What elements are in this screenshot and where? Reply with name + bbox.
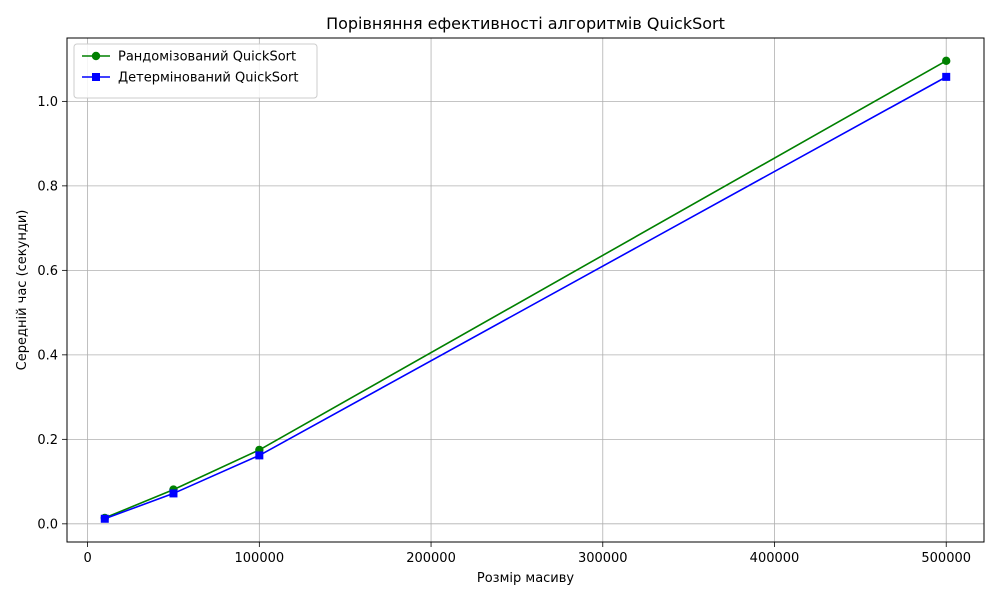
x-tick-label: 500000 [921,551,971,566]
legend: Рандомізований QuickSort Детермінований Q… [73,43,318,99]
data-point [942,72,951,81]
y-axis-ticks: 0.0 0.2 0.4 0.6 0.8 1.0 [37,95,67,532]
data-point [169,489,178,498]
grid-lines [67,38,984,542]
series-line [104,76,947,520]
series-layer [100,56,951,523]
y-tick-label: 0.2 [37,433,58,448]
y-tick-label: 0.8 [37,179,58,194]
x-axis-label: Розмір масиву [477,571,575,586]
y-tick-label: 0.4 [37,348,58,363]
y-tick-label: 1.0 [37,95,58,110]
x-tick-label: 0 [83,551,91,566]
y-tick-label: 0.0 [37,517,58,532]
x-tick-label: 200000 [406,551,456,566]
data-point [100,514,109,523]
y-axis-label: Середній час (секунди) [15,210,30,371]
x-axis-ticks: 0 100000 200000 300000 400000 500000 [83,542,971,566]
x-tick-label: 400000 [750,551,800,566]
x-tick-label: 300000 [578,551,628,566]
legend-marker [91,51,101,61]
data-point [942,56,951,66]
legend-entry: Рандомізований QuickSort [82,50,296,65]
data-point [255,451,264,460]
chart-title: Порівняння ефективності алгоритмів Quick… [326,14,725,33]
legend-label: Детермінований QuickSort [118,71,298,86]
series-2 [100,72,951,523]
y-tick-label: 0.6 [37,264,58,279]
legend-entry: Детермінований QuickSort [82,71,298,86]
series-line [104,60,947,519]
legend-box [73,43,318,99]
plot-frame [66,37,985,543]
series-1 [100,56,951,523]
legend-marker [92,73,100,81]
legend-label: Рандомізований QuickSort [118,50,296,65]
x-tick-label: 100000 [235,551,285,566]
